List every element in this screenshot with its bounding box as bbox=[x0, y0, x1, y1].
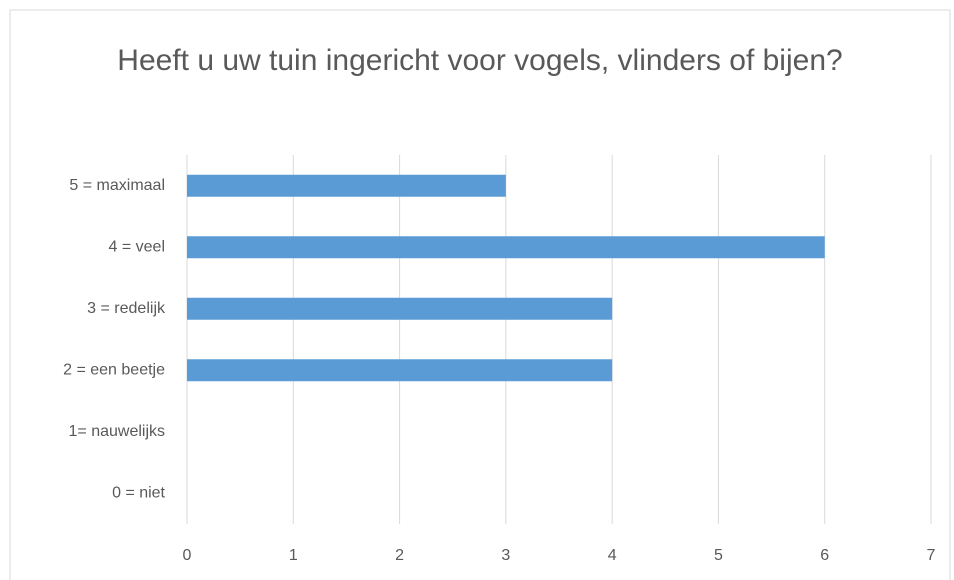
y-tick-label: 0 = niet bbox=[112, 484, 165, 501]
x-tick-label: 7 bbox=[927, 547, 936, 564]
x-tick-label: 0 bbox=[183, 547, 192, 564]
bar bbox=[187, 297, 613, 320]
y-tick-label: 4 = veel bbox=[109, 238, 165, 255]
y-tick-label: 5 = maximaal bbox=[69, 177, 165, 194]
bar bbox=[187, 359, 613, 382]
y-tick-label: 1= nauwelijks bbox=[69, 423, 166, 440]
bar bbox=[187, 236, 825, 259]
x-tick-label: 4 bbox=[608, 547, 617, 564]
chart-border bbox=[9, 9, 951, 580]
y-tick-label: 3 = redelijk bbox=[87, 300, 166, 317]
x-tick-label: 3 bbox=[501, 547, 510, 564]
bar bbox=[187, 174, 506, 197]
x-tick-label: 5 bbox=[714, 547, 723, 564]
x-tick-label: 1 bbox=[289, 547, 298, 564]
x-tick-label: 2 bbox=[395, 547, 404, 564]
chart-title: Heeft u uw tuin ingericht voor vogels, v… bbox=[117, 44, 843, 77]
x-tick-label: 6 bbox=[820, 547, 829, 564]
y-tick-label: 2 = een beetje bbox=[63, 361, 165, 378]
